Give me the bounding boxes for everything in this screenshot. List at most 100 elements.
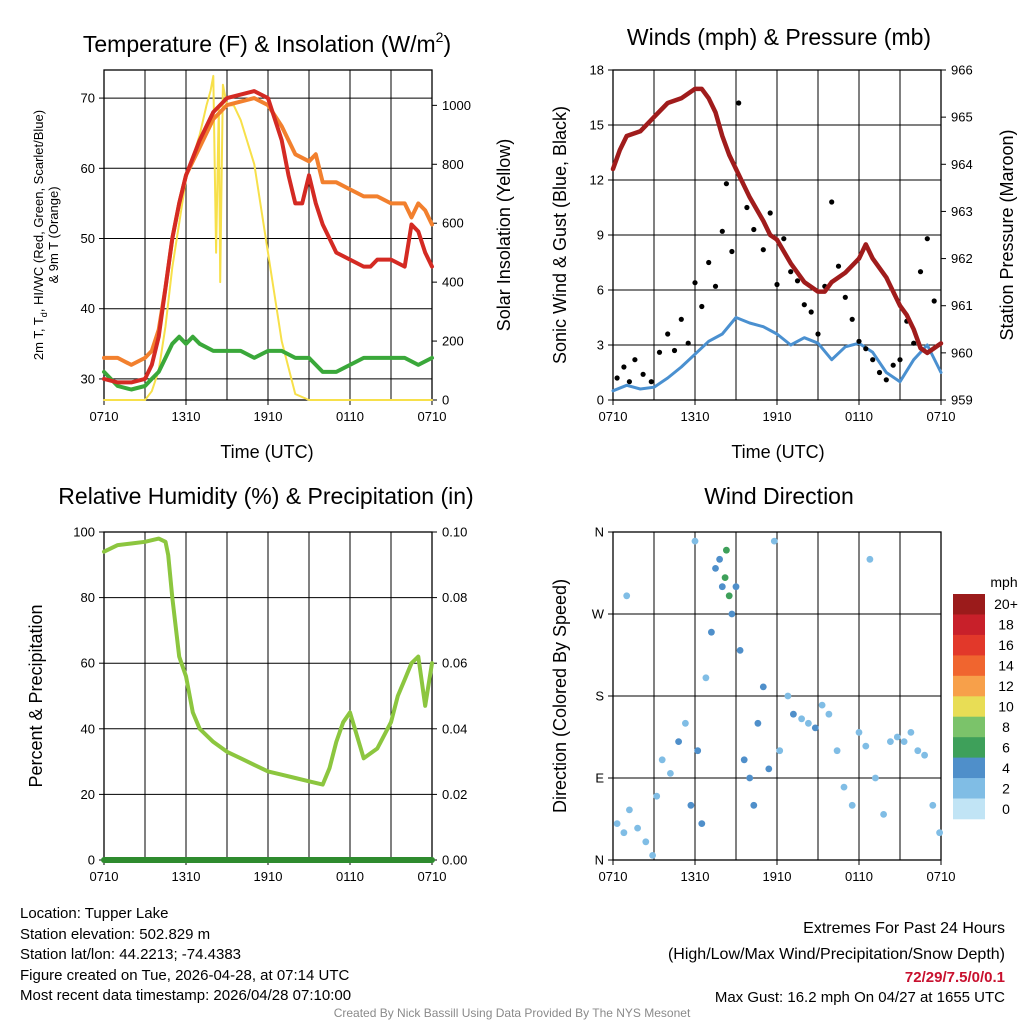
winds-gust-point	[692, 280, 698, 286]
winds-gust-point	[729, 248, 735, 255]
direction-point	[687, 801, 695, 809]
temperature-xtick-label: 1310	[172, 409, 201, 424]
colorbar-swatch	[953, 634, 985, 656]
winds-series-sonic-wind	[611, 316, 943, 393]
colorbar-label: 2	[1002, 780, 1010, 796]
direction-ytick-label: N	[595, 525, 604, 540]
humidity-xtick-label: 0110	[336, 869, 364, 884]
colorbar-label: 6	[1002, 739, 1010, 755]
direction-point	[765, 765, 773, 773]
colorbar-label: 16	[998, 637, 1014, 653]
direction-point	[667, 770, 674, 777]
winds-title: Winds (mph) & Pressure (mb)	[627, 24, 931, 50]
temperature-y2tick-label: 200	[442, 334, 464, 349]
direction-point	[718, 583, 726, 591]
humidity-y2tick-label: 0.10	[442, 525, 467, 540]
winds-gust-point	[924, 236, 930, 242]
direction-point	[776, 747, 784, 755]
winds-y2tick-label: 966	[951, 63, 973, 78]
direction-point	[811, 724, 819, 732]
direction-point	[887, 738, 894, 745]
temperature-ytick-label: 60	[81, 161, 95, 176]
colorbar-swatch	[953, 614, 985, 636]
winds-gust-point	[685, 340, 691, 346]
direction-point	[613, 820, 621, 827]
winds-gust-point	[706, 259, 712, 266]
winds-y2label: Station Pressure (Maroon)	[997, 129, 1017, 340]
direction-ytick-label: S	[595, 689, 604, 704]
colorbar-label: 14	[998, 658, 1014, 674]
temperature-xtick-label: 0110	[336, 409, 364, 424]
colorbar-label: 0	[1002, 801, 1010, 817]
winds-gust-point	[883, 377, 889, 383]
humidity-axes: 0 20 40 60 80 100 0.00 0.02 0.04 0.06 0.08 0.10 0710…	[73, 525, 467, 885]
winds-gust-point	[788, 269, 794, 275]
direction-point	[723, 546, 730, 554]
temperature-y2label: Solar Insolation (Yellow)	[494, 139, 514, 331]
direction-ytick-label: E	[595, 771, 604, 786]
direction-point	[682, 719, 689, 727]
winds-ylabel: Sonic Wind & Gust (Blue, Black)	[550, 106, 570, 364]
direction-point	[728, 610, 736, 618]
direction-xtick-label: 0710	[927, 869, 956, 884]
svg-text:& 9m T (Orange): & 9m T (Orange)	[46, 186, 61, 283]
temperature-series-2m-t	[102, 89, 434, 385]
winds-ytick-label: 9	[597, 228, 604, 243]
direction-point	[732, 583, 740, 591]
direction-point	[907, 729, 915, 736]
temperature-y2tick-label: 1000	[442, 98, 471, 113]
direction-point	[848, 801, 856, 809]
temperature-series-hi-wc	[102, 334, 434, 392]
colorbar-swatch	[953, 594, 985, 615]
winds-ytick-label: 18	[590, 63, 604, 78]
direction-point	[675, 738, 682, 745]
winds-y2tick-label: 960	[951, 345, 973, 360]
temperature-series-solar-insolation	[103, 74, 433, 401]
winds-y2tick-label: 964	[951, 157, 973, 172]
direction-point	[880, 811, 887, 818]
direction-point	[784, 692, 792, 700]
humidity-ytick-label: 40	[81, 721, 95, 736]
winds-gust-point	[626, 379, 633, 385]
temperature-ylabel: 2m T, Td, HI/WC (Red, Green, Scarlet/Blu…	[31, 110, 61, 360]
humidity-title: Relative Humidity (%) & Precipitation (i…	[58, 483, 473, 509]
humidity-y2tick-label: 0.08	[442, 590, 467, 605]
winds-y2tick-label: 965	[951, 110, 973, 125]
location-text: Location: Tupper Lake	[20, 905, 169, 922]
temperature-xlabel: Time (UTC)	[220, 442, 313, 462]
direction-point	[712, 565, 719, 572]
temperature-y2tick-label: 600	[442, 216, 464, 231]
direction-xtick-label: 1910	[763, 869, 792, 884]
colorbar-swatch	[953, 757, 985, 779]
direction-point	[642, 838, 650, 846]
direction-point	[694, 747, 702, 755]
winds-ytick-label: 15	[590, 118, 604, 133]
colorbar-swatch	[953, 696, 985, 718]
temperature-ytick-label: 30	[81, 371, 95, 386]
extremes-block: Extremes For Past 24 Hours (High/Low/Max…	[668, 916, 1005, 1008]
direction-point	[855, 729, 863, 736]
colorbar-swatch	[953, 737, 985, 758]
winds-gust-point	[911, 340, 917, 346]
winds-gust-point	[760, 247, 766, 253]
colorbar-swatch	[953, 655, 985, 677]
colorbar-label: 10	[998, 699, 1014, 715]
humidity-y2tick-label: 0.06	[442, 656, 467, 671]
temperature-xtick-label: 0710	[418, 409, 447, 424]
direction-point	[626, 806, 633, 814]
direction-point	[936, 829, 943, 837]
latlon-text: Station lat/lon: 44.2213; -74.4383	[20, 946, 242, 963]
winds-gust-point	[648, 379, 654, 385]
colorbar-label: 12	[998, 678, 1014, 694]
extremes-legend: (High/Low/Max Wind/Precipitation/Snow De…	[667, 946, 1005, 963]
direction-ylabel: Direction (Colored By Speed)	[550, 579, 570, 813]
direction-point	[818, 701, 826, 709]
direction-point	[691, 537, 699, 545]
temperature-title: Temperature (F) & Insolation (W/m2)	[83, 29, 451, 57]
humidity-xtick-label: 0710	[90, 869, 119, 884]
extremes-values: 72/29/7.5/0/0.1	[904, 969, 1005, 986]
direction-point	[790, 710, 797, 718]
winds-gust-point	[751, 226, 757, 233]
